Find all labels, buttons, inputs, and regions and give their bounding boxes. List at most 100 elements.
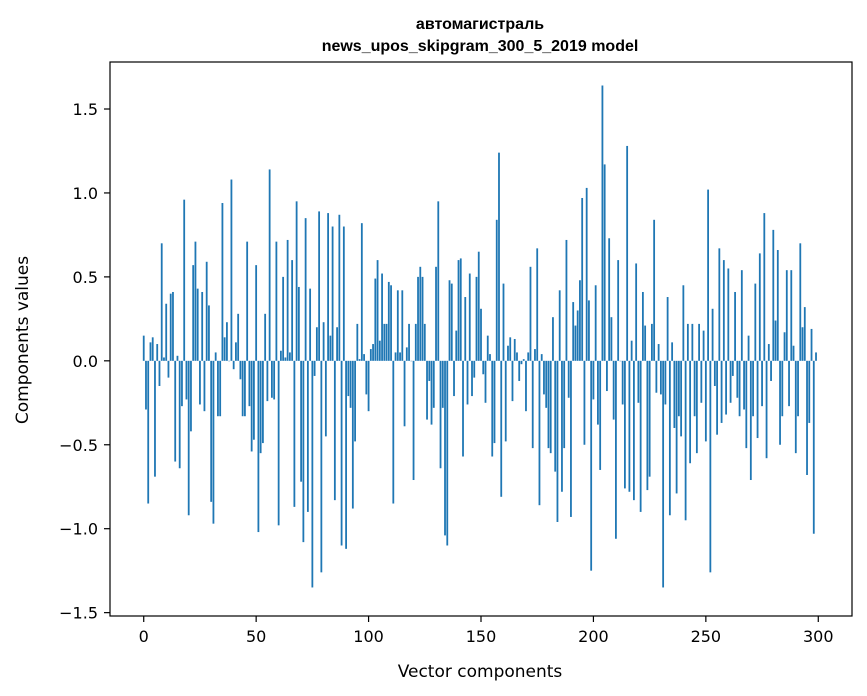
bar	[257, 360, 260, 533]
bar	[725, 360, 727, 415]
bar	[158, 360, 161, 386]
bar	[502, 283, 505, 361]
bar	[163, 357, 165, 361]
bar	[576, 310, 579, 361]
bar	[390, 285, 392, 361]
x-axis-ticks: 0 50 100 150 200 250 300	[139, 616, 834, 646]
bar	[378, 340, 381, 361]
bar	[722, 260, 725, 361]
bar	[810, 328, 813, 361]
bar	[788, 360, 790, 407]
bar	[437, 201, 440, 361]
bar	[466, 360, 469, 405]
bar	[641, 291, 644, 361]
bar	[270, 360, 273, 398]
bar	[592, 360, 595, 400]
bar	[610, 317, 613, 361]
bar	[187, 360, 190, 516]
bar	[304, 218, 307, 361]
bar	[205, 261, 208, 361]
bar	[628, 360, 631, 492]
bar	[792, 345, 795, 361]
bar	[716, 360, 718, 435]
bar	[630, 340, 633, 361]
bar	[306, 360, 309, 512]
bar	[277, 360, 280, 526]
bar	[365, 360, 368, 395]
bar	[621, 360, 624, 405]
bar	[525, 360, 527, 412]
bar	[646, 360, 649, 491]
bar	[403, 360, 406, 427]
bar	[421, 276, 424, 361]
x-tick-label: 250	[691, 627, 722, 646]
bar	[275, 241, 278, 361]
bar	[324, 360, 327, 437]
bar	[311, 360, 314, 588]
bar	[700, 360, 703, 403]
y-tick-label: −1.0	[59, 520, 98, 539]
bar	[363, 354, 365, 361]
bar	[675, 360, 678, 494]
bar	[194, 241, 197, 361]
bar	[322, 322, 325, 361]
bar	[689, 360, 692, 464]
bar	[695, 360, 698, 454]
bar	[340, 360, 343, 546]
bar	[444, 360, 446, 536]
bar	[183, 199, 186, 361]
bar	[758, 253, 761, 361]
bar	[747, 335, 750, 361]
bar	[329, 335, 332, 361]
bar	[423, 323, 426, 361]
bar	[626, 145, 629, 361]
bar	[666, 297, 669, 361]
bar	[172, 291, 174, 361]
bar	[169, 293, 172, 361]
bar	[219, 360, 222, 417]
bar	[244, 360, 246, 417]
bar	[664, 360, 667, 405]
bar	[419, 266, 422, 361]
bar	[405, 347, 408, 361]
bar	[529, 266, 532, 361]
bar	[507, 345, 509, 361]
bar	[300, 360, 303, 482]
bar	[185, 360, 188, 400]
bar	[360, 223, 363, 361]
bar	[381, 273, 383, 361]
bar	[549, 360, 552, 454]
bar	[799, 243, 802, 361]
bar	[482, 360, 485, 375]
bar	[428, 360, 431, 381]
bar	[282, 276, 285, 361]
bar	[808, 360, 811, 423]
y-tick-label: −0.5	[59, 436, 98, 455]
bar	[486, 335, 489, 361]
bar	[181, 360, 183, 407]
bar	[455, 330, 458, 361]
bar	[237, 313, 240, 361]
bar	[351, 360, 354, 509]
bar	[223, 337, 226, 361]
bar	[457, 260, 460, 361]
bar	[248, 360, 251, 407]
bar	[520, 360, 523, 365]
bar	[579, 280, 581, 361]
bar	[633, 360, 635, 501]
bar	[174, 360, 177, 462]
bar	[291, 260, 294, 361]
bar	[484, 360, 487, 403]
bar	[704, 360, 707, 442]
bar	[617, 260, 620, 361]
bar	[367, 360, 370, 412]
bar	[201, 291, 204, 361]
bar	[147, 360, 150, 504]
bar	[349, 360, 352, 408]
bar	[801, 327, 804, 361]
bar	[677, 360, 680, 417]
bar	[812, 360, 815, 534]
bar	[320, 360, 323, 573]
bar	[734, 291, 736, 361]
bar	[426, 360, 428, 420]
